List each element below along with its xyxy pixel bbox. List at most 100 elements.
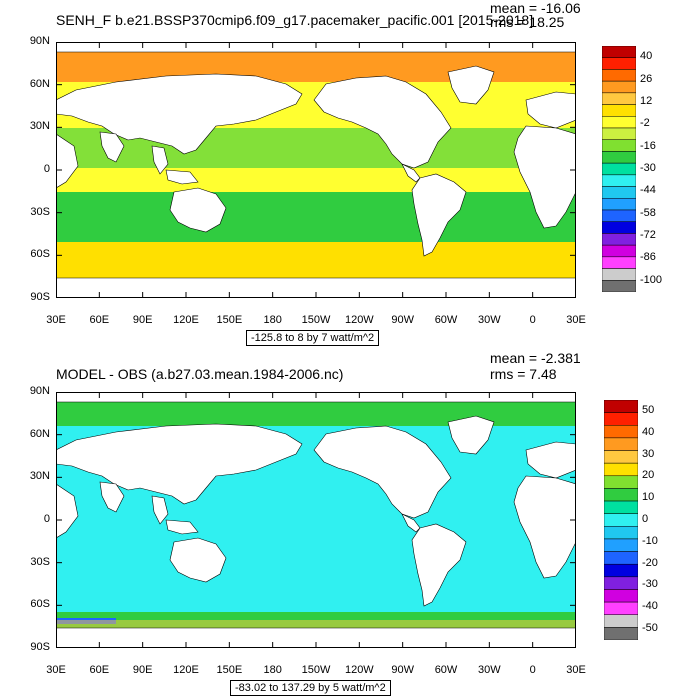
colorbar-swatch	[602, 233, 636, 246]
lon-label: 60E	[89, 314, 110, 326]
colorbar-swatch	[602, 116, 636, 129]
lat-label: 60S	[30, 598, 50, 611]
mean-value: mean = -16.06	[490, 0, 581, 16]
panel-title: MODEL - OBS (a.b27.03.mean.1984-2006.nc)	[56, 366, 344, 382]
lon-label: 120W	[344, 314, 374, 326]
colorbar-swatch	[604, 627, 638, 640]
colorbar-swatch	[604, 462, 638, 477]
lon-label: 150W	[301, 314, 331, 326]
lat-label: 60N	[29, 427, 50, 440]
land-india	[99, 131, 125, 163]
colorbar-swatch	[604, 576, 638, 590]
lat-label: 30N	[29, 470, 50, 483]
colorbar-label: 30	[642, 447, 655, 460]
land-greenland	[447, 65, 495, 105]
lon-label: 30W	[478, 314, 501, 326]
colorbar-swatch	[602, 256, 636, 269]
colorbar-label: -50	[642, 622, 658, 635]
colorbar-swatch	[602, 57, 636, 70]
southern-ocean-band	[56, 242, 576, 278]
land-central-america	[401, 513, 421, 533]
land-africa	[56, 125, 576, 229]
arctic-band	[56, 402, 576, 426]
lat-label: 90S	[30, 641, 50, 653]
colorbar-swatch	[604, 614, 638, 628]
colorbar-swatch	[602, 209, 636, 222]
colorbar-label: -40	[642, 600, 658, 613]
colorbar-label: 12	[640, 94, 653, 107]
land-south-america	[411, 173, 467, 257]
colorbar-swatch	[604, 526, 638, 540]
colorbar-label: -16	[640, 139, 656, 152]
lon-label: 150E	[216, 314, 243, 326]
colorbar-swatch	[602, 104, 636, 117]
colorbar-swatch	[602, 127, 636, 140]
colorbar-swatch	[604, 500, 638, 514]
colorbar	[602, 46, 636, 292]
colorbar-label: 40	[642, 425, 655, 438]
panel-senh-f: SENH_F b.e21.BSSP370cmip6.f09_g17.pacema…	[29, 0, 662, 346]
colorbar-swatch	[602, 174, 636, 187]
lon-label: 120W	[344, 664, 374, 676]
colorbar-swatch	[604, 563, 638, 578]
colorbar-swatch	[604, 601, 638, 615]
land-greenland	[447, 415, 495, 455]
colorbar-label: -20	[642, 556, 658, 569]
lat-label: 90S	[30, 291, 50, 303]
land-south-america	[411, 523, 467, 607]
lat-label: 30N	[29, 120, 50, 133]
land-australia	[169, 537, 227, 583]
lat-label: 60N	[29, 77, 50, 90]
land-india	[99, 481, 125, 513]
lat-label: 0	[43, 163, 50, 175]
colorbar-swatch	[604, 551, 638, 565]
land-se-asia	[151, 495, 199, 535]
arctic-band	[56, 52, 576, 82]
lon-label: 30E	[46, 664, 66, 676]
colorbar-swatch	[604, 538, 638, 552]
colorbar-label: 0	[642, 513, 649, 525]
land-africa	[56, 475, 576, 579]
colorbar-swatch	[604, 412, 638, 426]
rms-value: rms = 18.25	[490, 14, 565, 30]
lon-label: 30E	[566, 314, 586, 326]
land-se-asia	[151, 145, 199, 185]
colorbar-label: 20	[642, 469, 655, 482]
colorbar-label: 10	[642, 491, 655, 504]
colorbar-swatch	[602, 244, 636, 258]
lon-label: 30E	[46, 314, 66, 326]
colorbar-label: -58	[640, 206, 656, 219]
colorbar-swatch	[602, 280, 636, 292]
southern-band	[56, 192, 576, 242]
colorbar-label: -44	[640, 184, 656, 197]
lon-label: 150E	[216, 664, 243, 676]
colorbar-swatch	[604, 475, 638, 489]
lon-label: 90W	[391, 664, 414, 676]
lon-label: 180	[263, 664, 282, 676]
lon-label: 0	[529, 314, 536, 326]
land-central-america	[401, 163, 421, 183]
panel-title: SENH_F b.e21.BSSP370cmip6.f09_g17.pacema…	[56, 12, 534, 28]
lon-label: 30W	[478, 664, 501, 676]
lon-label: 90W	[391, 314, 414, 326]
land-eurasia	[56, 423, 576, 505]
colorbar-swatch	[604, 488, 638, 502]
lat-label: 30S	[30, 555, 50, 568]
map-plot	[56, 392, 576, 648]
colorbar-swatch	[602, 162, 636, 176]
colorbar-label: -72	[640, 229, 656, 242]
southern-ridge	[56, 620, 576, 628]
colorbar-swatch	[602, 186, 636, 199]
lat-label: 30S	[30, 205, 50, 218]
land-australia	[169, 187, 227, 233]
lat-label: 0	[43, 513, 50, 525]
lon-label: 120E	[173, 314, 199, 326]
colorbar-swatch	[602, 268, 636, 281]
colorbar-label: -30	[640, 162, 656, 174]
colorbar-label: -10	[642, 534, 658, 547]
lon-label: 60W	[434, 314, 458, 326]
lon-label: 30E	[566, 664, 586, 676]
land-north-america	[313, 75, 452, 169]
land-north-america	[313, 425, 452, 519]
colorbar-swatch	[602, 46, 636, 58]
